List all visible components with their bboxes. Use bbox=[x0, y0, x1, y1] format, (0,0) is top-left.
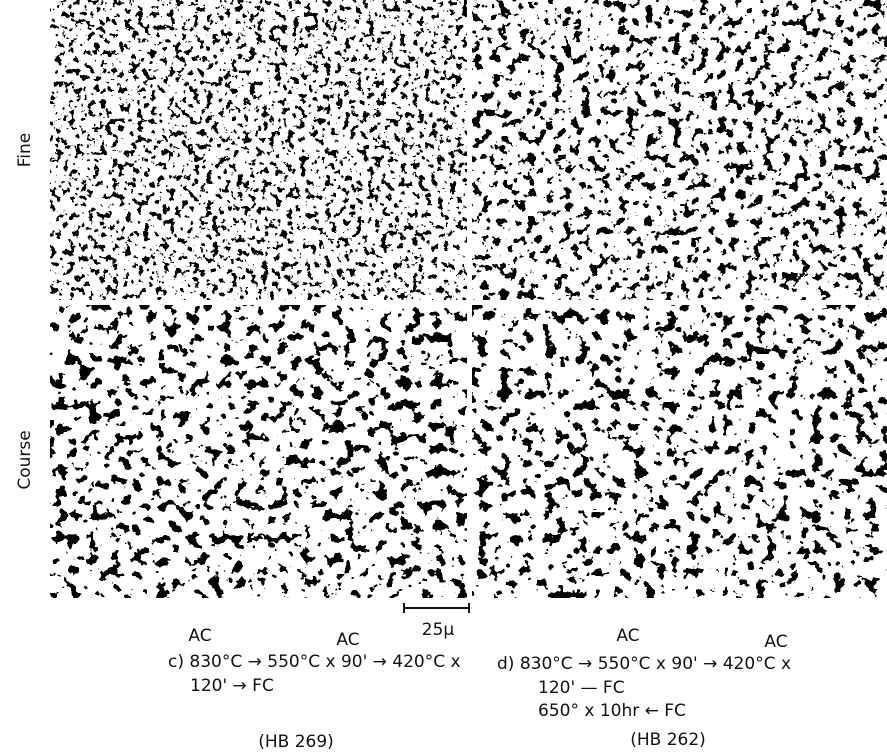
caption-line: 650° x 10hr ← FC bbox=[538, 701, 686, 721]
micrograph bbox=[50, 0, 467, 300]
caption-ac: AC bbox=[764, 632, 787, 652]
row-label: Course bbox=[15, 430, 35, 489]
caption-ac: AC bbox=[188, 626, 211, 646]
caption-line: 120' — FC bbox=[538, 678, 625, 698]
caption-ac: AC bbox=[616, 626, 639, 646]
caption-hardness: (HB 262) bbox=[630, 730, 706, 750]
caption-line: c) 830°C → 550°C x 90' → 420°C x bbox=[168, 652, 461, 672]
caption-line: d) 830°C → 550°C x 90' → 420°C x bbox=[497, 654, 791, 674]
row-label: Fine bbox=[15, 133, 35, 168]
micrograph bbox=[472, 0, 887, 300]
caption-ac: AC bbox=[336, 630, 359, 650]
micrograph bbox=[472, 305, 887, 598]
caption-line: 120' → FC bbox=[190, 676, 274, 696]
caption-hardness: (HB 269) bbox=[258, 732, 334, 752]
scale-label: 25μ bbox=[422, 620, 455, 640]
micrograph bbox=[50, 305, 467, 598]
